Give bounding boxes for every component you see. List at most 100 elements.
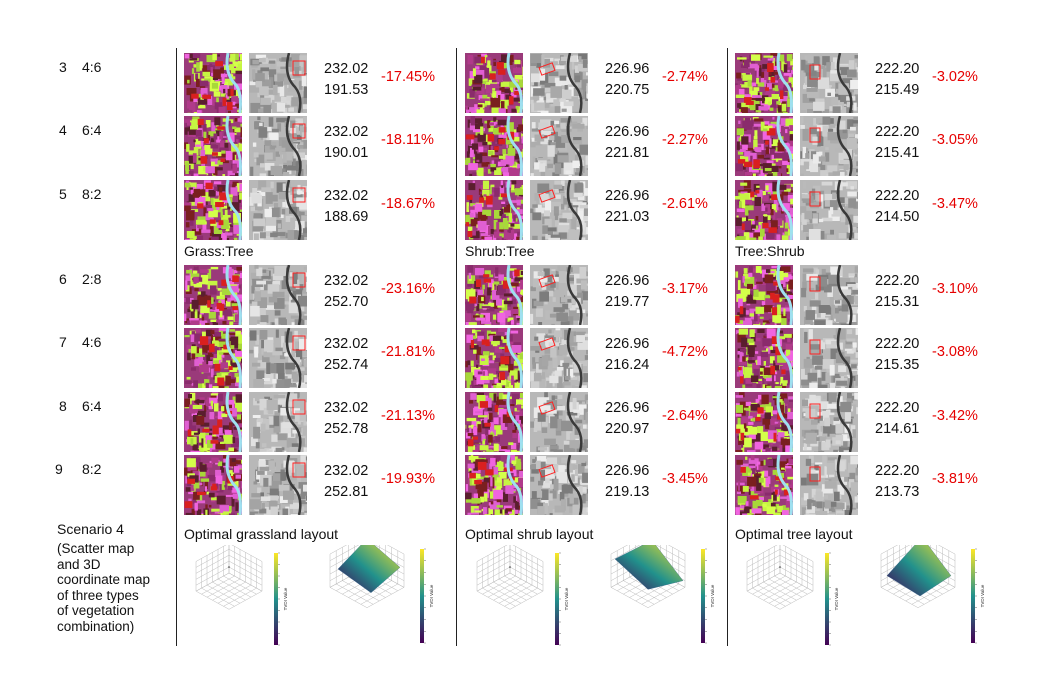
result-cell: 226.96 219.77 -3.17% [465, 265, 730, 325]
tvdi-change-percent: -3.81% [932, 471, 978, 487]
tvdi-change-percent: -4.72% [662, 344, 708, 360]
tvdi-change-percent: -3.05% [932, 132, 978, 148]
colorbar [555, 553, 559, 645]
group-label-shrub-tree: Shrub:Tree [465, 243, 535, 259]
group-label-tree-shrub: Tree:Shrub [735, 243, 805, 259]
row-index: 9 [55, 461, 63, 477]
tvdi-base-value: 232.02 [324, 188, 369, 204]
tvdi-new-value: 215.41 [875, 145, 920, 161]
vegetation-color-map [184, 455, 242, 515]
row-index: 8 [59, 398, 67, 414]
tvdi-surface [886, 545, 952, 597]
result-cell: 226.96 216.24 -4.72% [465, 328, 730, 388]
row-index: 7 [59, 334, 67, 350]
tvdi-surface [337, 545, 401, 593]
vegetation-color-map [735, 53, 793, 113]
tvdi-base-value: 222.20 [875, 61, 920, 77]
tvdi-base-value: 226.96 [605, 188, 650, 204]
tvdi-values: 232.02 252.78 [324, 398, 368, 440]
row-ratio: 8:2 [82, 461, 102, 477]
vegetation-color-map [184, 116, 242, 176]
tvdi-change-percent: -19.93% [381, 471, 436, 487]
scenario-description-line: and 3D [57, 556, 101, 572]
colorbar-label: TVDI Value [564, 587, 569, 610]
layout-title-tree: Optimal tree layout [735, 526, 853, 542]
tvdi-base-value: 232.02 [324, 400, 369, 416]
tvdi-new-value: 252.70 [324, 294, 369, 310]
tvdi-gray-map [530, 455, 588, 515]
tvdi-change-percent: -2.27% [662, 132, 708, 148]
colorbar [701, 549, 705, 643]
vegetation-color-map [735, 455, 793, 515]
vegetation-color-map [735, 265, 793, 325]
scatter-point [509, 566, 511, 568]
tvdi-new-value: 252.81 [324, 484, 369, 500]
result-cell: 232.02 190.01 -18.11% [184, 116, 449, 176]
scenario-description-line: coordinate map [57, 572, 151, 587]
tvdi-change-percent: -3.45% [662, 471, 708, 487]
tvdi-values: 226.96 221.81 [605, 122, 649, 164]
tvdi-values: 222.20 214.61 [875, 398, 919, 440]
vegetation-color-map [465, 328, 523, 388]
tvdi-values: 226.96 221.03 [605, 186, 649, 228]
vegetation-color-map [465, 116, 523, 176]
tvdi-new-value: 215.35 [875, 357, 920, 373]
colorbar-label: TVDI Value [834, 587, 839, 610]
tvdi-gray-map [249, 180, 307, 240]
tvdi-change-percent: -3.47% [932, 196, 978, 212]
optimal-layout-plots: TVDI Value TVDI Value [476, 545, 715, 646]
vegetation-color-map [465, 392, 523, 452]
result-cell: 232.02 252.78 -21.13% [184, 392, 449, 452]
tvdi-gray-map [530, 265, 588, 325]
tvdi-base-value: 232.02 [324, 61, 369, 77]
tvdi-base-value: 222.20 [875, 124, 920, 140]
tvdi-base-value: 226.96 [605, 61, 650, 77]
tvdi-values: 232.02 252.74 [324, 334, 368, 376]
scenario-description-line: of three types [57, 587, 139, 603]
tvdi-base-value: 226.96 [605, 273, 650, 289]
tvdi-values: 232.02 252.70 [324, 271, 368, 313]
column-divider [727, 48, 728, 646]
tvdi-new-value: 220.75 [605, 82, 650, 98]
colorbar-label: TVDI Value [429, 584, 434, 607]
tvdi-values: 226.96 220.97 [605, 398, 649, 440]
tvdi-gray-map [800, 328, 858, 388]
tvdi-surface [614, 545, 684, 590]
vegetation-color-map [465, 53, 523, 113]
vegetation-color-map [184, 180, 242, 240]
scenario-description-line: (Scatter map [57, 541, 135, 556]
result-cell: 222.20 214.50 -3.47% [735, 180, 1000, 240]
tvdi-values: 226.96 219.77 [605, 271, 649, 313]
tvdi-new-value: 215.31 [875, 294, 920, 310]
result-cell: 222.20 213.73 -3.81% [735, 455, 1000, 515]
tvdi-base-value: 226.96 [605, 463, 650, 479]
tvdi-change-percent: -23.16% [381, 281, 436, 297]
colorbar-label: TVDI Value [710, 584, 715, 607]
tvdi-new-value: 188.69 [324, 209, 369, 225]
tvdi-new-value: 252.78 [324, 421, 369, 437]
result-cell: 226.96 221.81 -2.27% [465, 116, 730, 176]
tvdi-base-value: 226.96 [605, 400, 650, 416]
tvdi-change-percent: -3.02% [932, 69, 978, 85]
tvdi-change-percent: -3.08% [932, 344, 978, 360]
colorbar [825, 553, 829, 645]
result-cell: 222.20 214.61 -3.42% [735, 392, 1000, 452]
colorbar-label: TVDI Value [980, 584, 985, 607]
row-ratio: 8:2 [82, 186, 102, 202]
vegetation-color-map [184, 265, 242, 325]
colorbar [420, 549, 424, 643]
tvdi-base-value: 232.02 [324, 336, 369, 352]
tvdi-change-percent: -3.17% [662, 281, 708, 297]
tvdi-change-percent: -2.74% [662, 69, 708, 85]
result-cell: 232.02 191.53 -17.45% [184, 53, 449, 113]
tvdi-gray-map [249, 392, 307, 452]
tvdi-values: 226.96 220.75 [605, 59, 649, 101]
tvdi-base-value: 222.20 [875, 273, 920, 289]
tvdi-change-percent: -21.81% [381, 344, 436, 360]
result-cell: 232.02 252.74 -21.81% [184, 328, 449, 388]
scatter-point [779, 566, 781, 568]
tvdi-values: 226.96 219.13 [605, 461, 649, 503]
tvdi-values: 222.20 215.41 [875, 122, 919, 164]
tvdi-gray-map [800, 455, 858, 515]
group-label-grass-tree: Grass:Tree [184, 243, 254, 259]
